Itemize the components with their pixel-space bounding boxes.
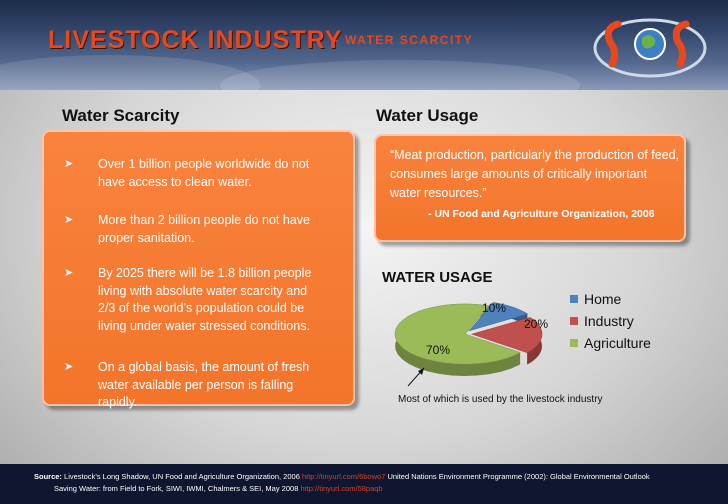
pie-slice-home <box>468 302 529 332</box>
pie-slice-agriculture <box>394 303 521 365</box>
legend-label: Industry <box>584 313 634 329</box>
legend-swatch <box>570 295 578 303</box>
slide-subtitle: – WATER SCARCITY <box>332 33 474 47</box>
arrow-bullet-icon: ➤ <box>64 214 74 226</box>
legend-label: Agriculture <box>584 335 651 351</box>
annotation-arrowhead <box>418 368 424 375</box>
bullet-item: ➤ By 2025 there will be 1.8 billion peop… <box>64 266 312 333</box>
source-text: Livestock’s Long Shadow, UN Food and Agr… <box>64 472 300 481</box>
water-usage-heading: Water Usage <box>376 106 479 125</box>
pie-slice-industry <box>470 317 543 353</box>
quote-attribution: - UN Food and Agriculture Organization, … <box>428 208 655 220</box>
sos-logo-icon <box>593 18 707 78</box>
quote-box: “Meat production, particularly the produ… <box>374 134 686 242</box>
quote-text: “Meat production, particularly the produ… <box>390 148 680 200</box>
legend-swatch <box>570 339 578 347</box>
header-banner: LIVESTOCK INDUSTRY – WATER SCARCITY <box>0 0 728 90</box>
source-link[interactable]: http://tinyurl.com/6bowo7 <box>301 472 386 481</box>
source-footer: Source: Livestock’s Long Shadow, UN Food… <box>0 464 728 504</box>
bullet-item: ➤ Over 1 billion people worldwide do not… <box>64 157 310 189</box>
pie-data-label: 10% <box>482 301 506 315</box>
legend-label: Home <box>584 291 622 307</box>
pie-data-label: 20% <box>524 317 548 331</box>
source-link[interactable]: http://tinyurl.com/58paqb <box>300 484 383 493</box>
arrow-bullet-icon: ➤ <box>64 158 74 170</box>
source-text: United Nations Environment Programme (20… <box>387 472 650 481</box>
source-text: Saving Water: from Field to Fork, SIWI, … <box>54 484 299 493</box>
chart-title: WATER USAGE <box>382 269 493 286</box>
source-line-1: Source: Livestock’s Long Shadow, UN Food… <box>34 472 650 481</box>
arrow-bullet-icon: ➤ <box>64 361 74 373</box>
water-scarcity-heading: Water Scarcity <box>62 106 180 125</box>
legend-swatch <box>570 317 578 325</box>
slide-title: LIVESTOCK INDUSTRY <box>48 26 343 54</box>
pie-slice-side-agriculture <box>395 304 521 376</box>
source-label: Source: <box>34 472 62 481</box>
source-line-2: Saving Water: from Field to Fork, SIWI, … <box>54 484 383 493</box>
water-scarcity-box: ➤ Over 1 billion people worldwide do not… <box>42 130 355 409</box>
bullet-item: ➤ More than 2 billion people do not have… <box>64 213 310 245</box>
chart-annotation: Most of which is used by the livestock i… <box>398 394 603 405</box>
water-usage-pie-chart: 10% 20% 70% Home Industry Agriculture Most o… <box>394 291 651 405</box>
pie-data-label: 70% <box>426 343 450 357</box>
arrow-bullet-icon: ➤ <box>64 267 74 279</box>
bullet-item: ➤ On a global basis, the amount of fresh… <box>64 360 310 409</box>
wave-decoration <box>220 60 580 90</box>
